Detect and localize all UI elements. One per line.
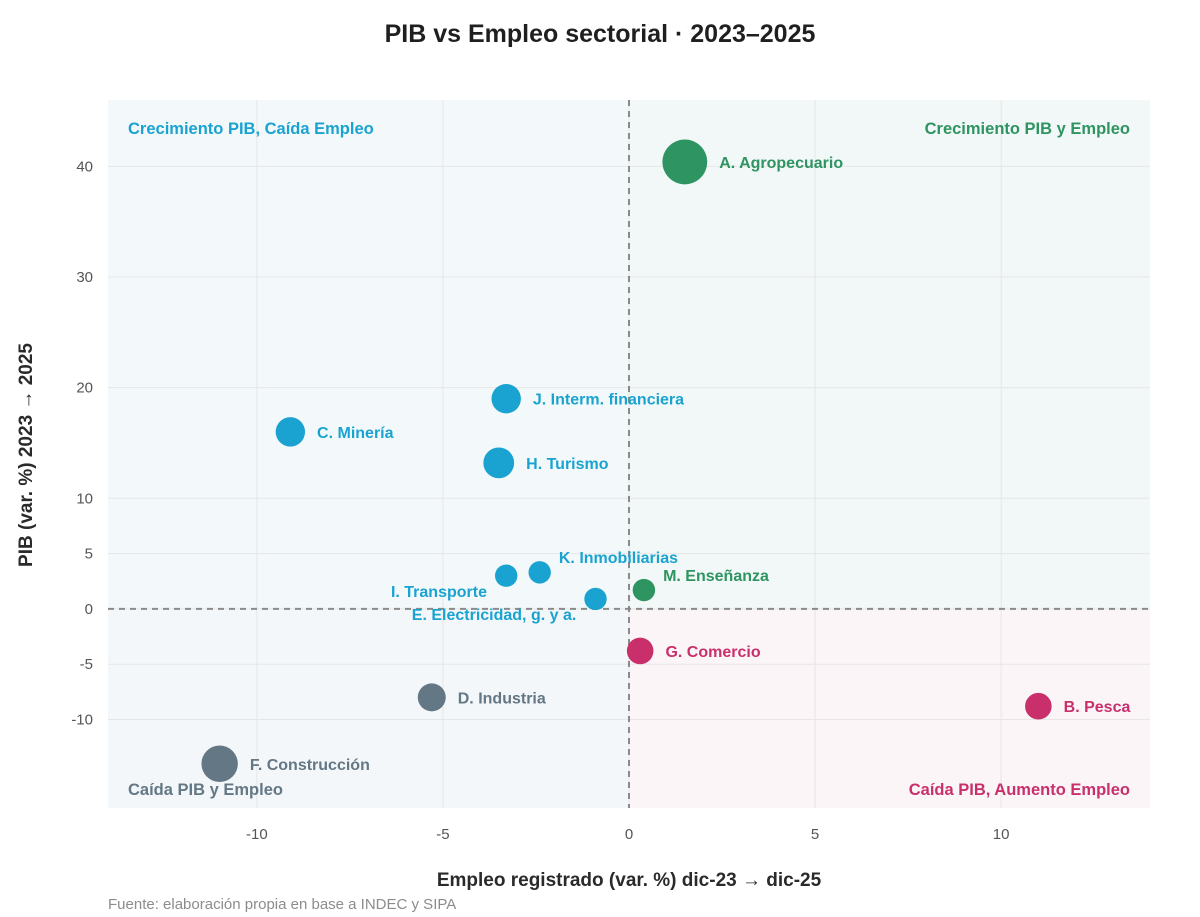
point-f-construccion [201,745,238,782]
point-k-inmobiliarias [528,561,551,584]
point-d-industria [417,683,446,712]
point-h-turismo [483,447,515,479]
point-label-i-transporte: I. Transporte [391,584,487,601]
y-tick-label: 10 [76,490,93,507]
quadrant-bg-bottom-left [108,608,629,808]
x-axis-ticks: -10 -5 0 5 10 [246,826,1009,843]
point-c-mineria [275,417,306,447]
y-tick-label: 20 [76,380,93,397]
quadrant-labels: Crecimiento PIB, Caída Empleo Crecimiento… [128,120,1130,799]
y-axis-ticks: -10 -5 0 5 10 20 30 40 [71,158,93,728]
quadrant-backgrounds [108,100,1150,808]
quadrant-label-bottom-left: Caída PIB y Empleo [128,781,283,799]
point-a-agropecuario [662,139,708,185]
point-label-b-pesca: B. Pesca [1064,699,1131,716]
reference-lines [108,100,1150,808]
point-label-h-turismo: H. Turismo [526,456,609,473]
y-tick-label: 5 [85,546,93,563]
point-label-j-interm-financiera: J. Interm. financiera [533,392,684,409]
point-label-g-comercio: G. Comercio [665,644,760,661]
chart-title: PIB vs Empleo sectorial · 2023–2025 [385,20,816,48]
x-tick-label: 0 [625,826,633,843]
x-tick-label: 10 [993,826,1010,843]
y-tick-label: 30 [76,269,93,286]
x-tick-label: 5 [811,826,819,843]
quadrant-bg-top-left [108,100,629,609]
y-tick-label: -5 [80,656,93,673]
point-i-transporte [494,564,518,587]
x-axis-label: Empleo registrado (var. %) dic-23 → dic-… [437,870,822,891]
point-m-ensenanza [632,578,656,602]
x-tick-label: -5 [436,826,449,843]
source-note: Fuente: elaboración propia en base a IND… [108,896,456,913]
y-axis-label: PIB (var. %) 2023 → 2025 [16,343,37,567]
point-label-f-construccion: F. Construcción [250,757,370,774]
point-label-m-ensenanza: M. Enseñanza [663,568,769,585]
point-label-c-mineria: C. Minería [317,425,394,442]
point-label-a-agropecuario: A. Agropecuario [719,155,843,172]
point-g-comercio [626,637,654,665]
quadrant-bg-bottom-right [629,608,1150,808]
data-points [201,139,1052,782]
y-tick-label: 40 [76,158,93,175]
point-label-e-electricidad-g-y-a: E. Electricidad, g. y a. [412,607,577,624]
y-tick-label: -10 [71,712,93,729]
quadrant-bg-top-right [629,100,1150,609]
y-tick-label: 0 [85,601,93,618]
quadrant-label-bottom-right: Caída PIB, Aumento Empleo [909,781,1130,799]
point-label-d-industria: D. Industria [458,690,546,707]
quadrant-label-top-right: Crecimiento PIB y Empleo [925,120,1130,138]
point-j-interm-financiera [491,383,521,414]
point-b-pesca [1025,692,1052,720]
quadrant-label-top-left: Crecimiento PIB, Caída Empleo [128,120,374,138]
point-labels: A. Agropecuario B. Pesca C. Minería D. Indu… [250,155,1131,774]
point-e-electricidad-g-y-a [584,587,607,611]
point-label-k-inmobiliarias: K. Inmobiliarias [559,550,678,567]
x-tick-label: -10 [246,826,268,843]
